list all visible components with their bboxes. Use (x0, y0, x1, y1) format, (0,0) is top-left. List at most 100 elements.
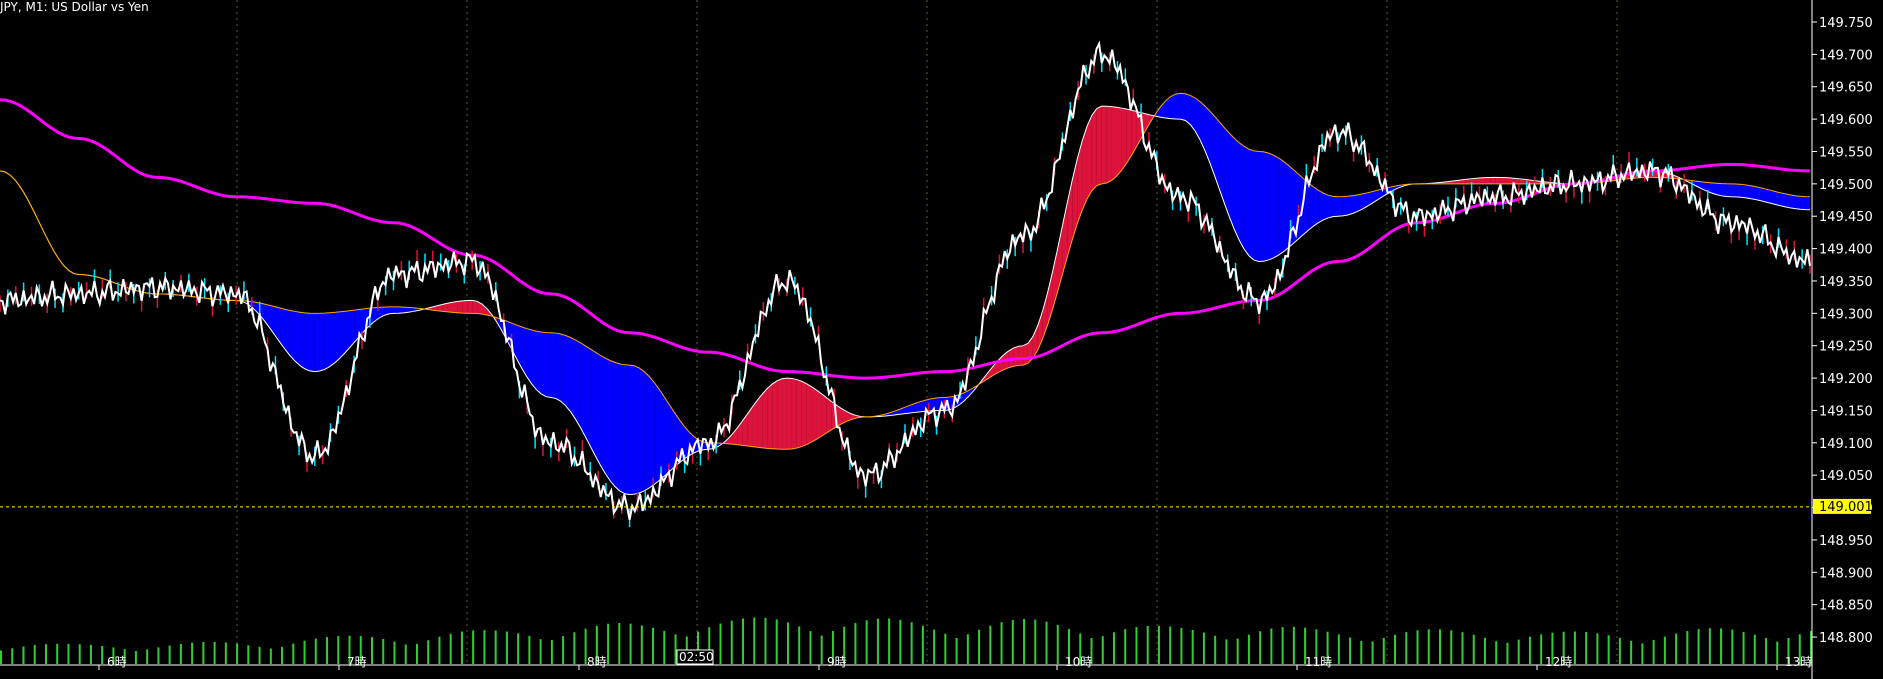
volume-bar (730, 620, 733, 664)
cloud-segment-down (1313, 186, 1319, 227)
cloud-segment-down (1780, 192, 1786, 207)
cursor-time-label: 02:50 (679, 650, 714, 664)
cloud-segment-down (1244, 146, 1250, 257)
volume-bar (1439, 629, 1442, 664)
price-tick-label: 149.400 (1819, 243, 1873, 258)
cloud-segment-up (1465, 178, 1471, 184)
cloud-segment-down (1760, 187, 1766, 203)
cloud-segment-up (437, 304, 443, 312)
volume-bar (944, 633, 947, 664)
volume-bar (629, 623, 632, 664)
cloud-segment-down (1790, 194, 1796, 209)
cloud-segment-down (1750, 185, 1756, 200)
cloud-segment-down (560, 333, 566, 406)
cloud-segment-down (600, 355, 605, 474)
cloud-segment-up (477, 301, 483, 315)
cloud-segment-up (806, 383, 812, 445)
cloud-segment-down (683, 425, 689, 460)
cloud-segment-down (354, 309, 360, 343)
cloud-segment-down (1180, 93, 1186, 121)
volume-bar (899, 619, 902, 664)
volume-bar (652, 627, 655, 664)
cloud-segment-down (1347, 195, 1353, 215)
cloud-segment-down (388, 306, 394, 314)
cloud-segment-down (964, 390, 969, 401)
cloud-segment-up (1057, 225, 1063, 293)
cloud-segment-down (304, 312, 310, 371)
cloud-segment-down (398, 306, 404, 314)
volume-bar (1011, 619, 1014, 664)
volume-bar (1124, 629, 1127, 664)
cloud-segment-down (914, 401, 920, 413)
volume-bar (1607, 635, 1610, 664)
volume-bar (1630, 640, 1633, 664)
volume-bar (44, 644, 47, 664)
volume-bar (1472, 634, 1475, 664)
volume-bar (1034, 619, 1037, 664)
volume-bar (741, 618, 744, 664)
volume-bar (1427, 629, 1430, 664)
cloud-segment-down (1155, 106, 1161, 118)
cloud-segment-down (1785, 193, 1791, 208)
cloud-segment-up (1106, 106, 1112, 183)
volume-bar (786, 622, 789, 664)
cloud-segment-down (378, 307, 384, 319)
volume-bar (1618, 637, 1621, 664)
cloud-segment-down (324, 312, 330, 370)
volume-bar (1214, 635, 1217, 664)
cloud-segment-down (1308, 182, 1314, 231)
cloud-segment-up (1495, 177, 1501, 184)
volume-bar (618, 622, 621, 664)
volume-bar (359, 635, 362, 664)
cloud-segment-down (1229, 133, 1235, 230)
cloud-segment-down (1200, 101, 1206, 151)
cloud-segment-down (1323, 192, 1328, 221)
volume-bar (0, 650, 2, 664)
chart-title: JPY, M1: US Dollar vs Yen (0, 0, 149, 14)
cloud-segment-down (1327, 195, 1333, 218)
cloud-segment-up (1500, 177, 1506, 184)
price-tick-label: 149.450 (1819, 210, 1873, 225)
price-tick-label: 149.650 (1819, 81, 1873, 96)
volume-bar (415, 643, 418, 664)
volume-bar (1068, 628, 1071, 664)
cloud-segment-down (393, 306, 399, 314)
volume-bar (966, 634, 969, 664)
cloud-segment-down (585, 345, 591, 447)
cloud-segment-up (732, 427, 738, 445)
volume-bar (1810, 631, 1812, 664)
volume-bar (247, 645, 250, 664)
volume-histogram (0, 617, 1812, 664)
volume-bar (1135, 627, 1138, 664)
volume-bar (1056, 624, 1059, 664)
volume-bar (764, 617, 767, 664)
cloud-segment-down (1765, 189, 1771, 204)
volume-bar (157, 647, 160, 664)
cloud-segment-up (1116, 107, 1122, 177)
price-tick-label: 149.050 (1819, 469, 1873, 484)
cloud-segment-down (1746, 184, 1751, 199)
cloud-segment-down (295, 311, 301, 366)
cloud-segment-down (1795, 195, 1801, 210)
cloud-segment-down (359, 308, 364, 337)
volume-bar (1562, 631, 1565, 664)
price-tick-label: 149.100 (1819, 437, 1873, 452)
cloud-segment-down (1362, 192, 1368, 210)
volume-bar (1112, 632, 1115, 664)
volume-bar (236, 643, 239, 664)
volume-bar (449, 633, 452, 664)
volume-bar (1798, 634, 1801, 664)
cloud-segment-down (1195, 98, 1201, 140)
volume-bar (1023, 619, 1026, 664)
cloud-segment-down (309, 313, 315, 372)
cloud-segment-down (1165, 96, 1171, 119)
volume-bar (393, 641, 396, 664)
cloud-segment-down (934, 397, 940, 411)
cloud-segment-up (826, 397, 832, 434)
volume-bar (595, 625, 598, 664)
cloud-segment-down (624, 364, 630, 495)
price-tick-label: 149.200 (1819, 372, 1873, 387)
cloud-segment-up (1023, 343, 1028, 366)
